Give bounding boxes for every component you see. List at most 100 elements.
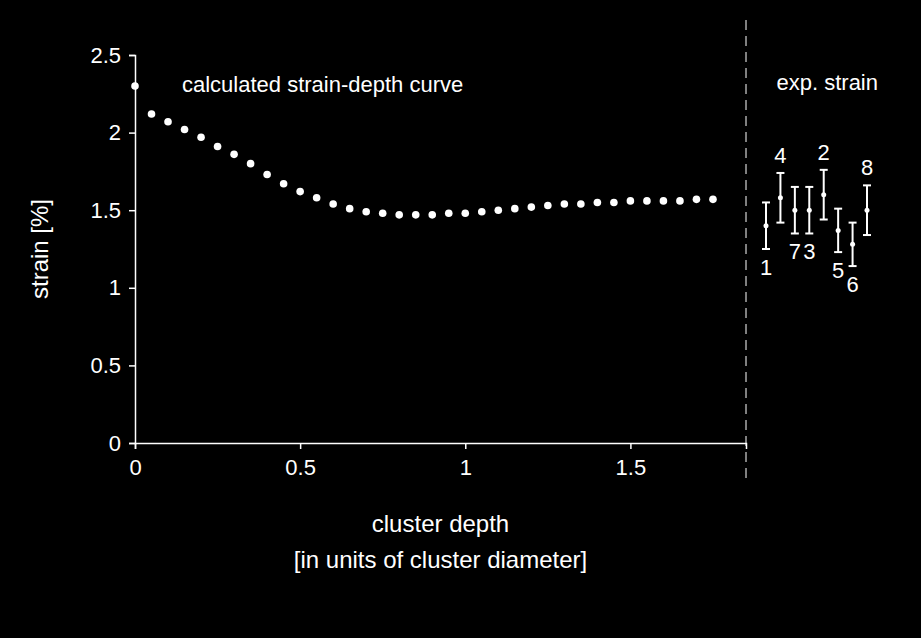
curve-point [528, 203, 536, 211]
curve-point [709, 196, 717, 204]
curve-point [577, 200, 585, 208]
curve-point [395, 211, 403, 219]
curve-point [214, 143, 222, 151]
curve-point [561, 200, 569, 208]
y-tick-label: 2.5 [90, 43, 121, 68]
experimental-point [764, 223, 769, 228]
error-bar-cap [834, 251, 842, 253]
curve-point [693, 196, 701, 204]
curve-point [296, 188, 304, 196]
y-tick-mark [129, 55, 135, 57]
x-tick: 1 [460, 443, 472, 480]
category-label: 4 [774, 143, 786, 168]
curve-point [412, 211, 420, 219]
y-tick-mark [129, 443, 135, 445]
series-annotation: calculated strain-depth curve [182, 72, 463, 97]
experimental-point [865, 208, 870, 213]
curve-point [643, 197, 651, 205]
error-bar-cap [762, 201, 770, 203]
curve-point [329, 200, 337, 208]
curve-point [247, 160, 255, 168]
background [0, 0, 921, 638]
curve-point [544, 202, 552, 210]
experimental-point [807, 208, 812, 213]
curve-point [313, 194, 321, 202]
x-tick-label: 1 [460, 455, 472, 480]
error-bar-cap [791, 186, 799, 188]
experimental-point [836, 228, 841, 233]
error-bar-cap [863, 234, 871, 236]
error-bar [762, 202, 770, 249]
error-bar [834, 209, 842, 252]
curve-point [445, 210, 453, 218]
curve-point [131, 82, 139, 90]
category-label: 6 [846, 272, 858, 297]
y-axis-title: strain [%] [26, 199, 53, 299]
y-tick-mark [129, 365, 135, 367]
error-bar-cap [834, 208, 842, 210]
error-bar-cap [820, 169, 828, 171]
chart: 0 0.5 1 1.5 2 2.5 0 0.5 1 1.5 strain [%] cluster de… [0, 0, 921, 638]
category-label: 5 [832, 258, 844, 283]
category-label: 7 [789, 239, 801, 264]
y-tick-label: 1 [109, 275, 121, 300]
curve-point [676, 197, 684, 205]
curve-points [131, 82, 717, 218]
curve-point [627, 197, 635, 205]
curve-point [494, 206, 502, 214]
panel-divider [746, 20, 747, 482]
error-bar-cap [762, 248, 770, 250]
x-tick-label: 1.5 [616, 455, 647, 480]
error-bar [776, 173, 784, 223]
experimental-point [850, 242, 855, 247]
curve-point [197, 133, 205, 141]
error-bar-cap [776, 172, 784, 174]
x-tick: 0 [129, 443, 141, 480]
error-bar [791, 187, 799, 234]
curve-point [230, 151, 238, 159]
x-tick-mark [630, 443, 632, 449]
error-bar [820, 170, 828, 220]
x-tick: 1.5 [616, 443, 647, 480]
error-bar [805, 187, 813, 234]
experimental-point [778, 195, 783, 200]
error-bar-cap [805, 186, 813, 188]
y-tick-label: 0.5 [90, 353, 121, 378]
y-tick-mark [129, 132, 135, 134]
y-tick: 2.5 [90, 43, 135, 68]
y-tick: 2 [109, 120, 135, 145]
y-axis-line [129, 56, 136, 444]
curve-point [478, 208, 486, 216]
curve-point [148, 110, 156, 118]
curve-point [660, 197, 668, 205]
y-axis: 0 0.5 1 1.5 2 2.5 [90, 43, 135, 456]
x-axis-title: cluster depth [372, 510, 509, 537]
x-tick-mark [465, 443, 467, 449]
x-tick-mark [135, 443, 137, 449]
y-tick-mark [129, 288, 135, 290]
category-label: 8 [861, 155, 873, 180]
curve-point [346, 205, 354, 213]
curve-point [610, 199, 618, 207]
curve-point [511, 205, 519, 213]
y-tick: 0.5 [90, 353, 135, 378]
y-tick-mark [129, 210, 135, 212]
y-tick: 1.5 [90, 198, 135, 223]
error-bar [863, 185, 871, 235]
curve-point [362, 208, 370, 216]
curve-point [428, 211, 436, 219]
curve-point [263, 171, 271, 179]
y-tick-label: 2 [109, 120, 121, 145]
curve-point [181, 126, 189, 134]
category-label: 1 [760, 255, 772, 280]
error-bar-cap [805, 232, 813, 234]
experimental-point [792, 208, 797, 213]
experimental-points [762, 170, 871, 266]
y-tick: 1 [109, 275, 135, 300]
y-tick: 0 [109, 431, 135, 456]
error-bar-cap [791, 232, 799, 234]
x-axis-line [136, 444, 747, 450]
x-tick-label: 0.5 [285, 455, 316, 480]
error-bar-cap [776, 222, 784, 224]
error-bar-cap [849, 265, 857, 267]
